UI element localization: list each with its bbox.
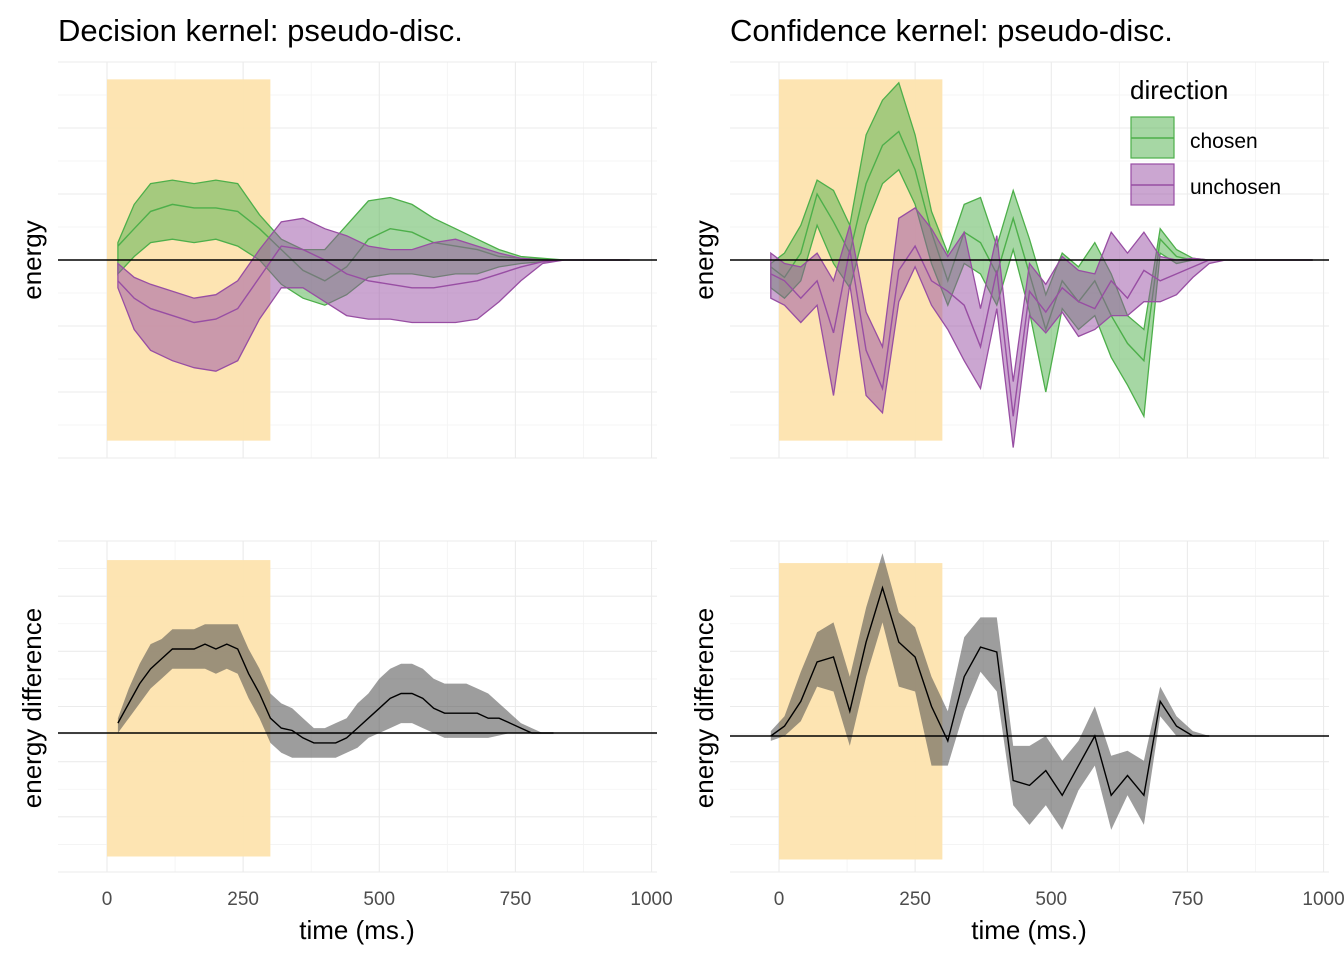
decision-difference-panel: 0 250 500 750 1000	[58, 540, 673, 910]
x-tick-label: 0	[774, 889, 785, 910]
decision-xlabel: time (ms.)	[299, 915, 415, 945]
x-tick-label: 250	[899, 889, 931, 910]
x-tick-label: 500	[363, 889, 395, 910]
difference-mean-line	[770, 585, 1210, 797]
difference-ribbon	[117, 624, 554, 758]
confidence-kernel-ylabel: energy	[689, 220, 719, 300]
x-tick-label: 1000	[630, 889, 672, 910]
decision-kernel-ylabel: energy	[17, 220, 47, 300]
confidence-xlabel: time (ms.)	[971, 915, 1087, 945]
legend-label-chosen: chosen	[1190, 130, 1258, 153]
decision-kernel-panel	[58, 61, 657, 459]
decision-difference-ylabel: energy difference	[17, 608, 47, 808]
confidence-kernel-panel	[730, 61, 1329, 459]
confidence-kernel-title: Confidence kernel: pseudo-disc.	[730, 13, 1173, 48]
stimulus-window	[779, 563, 943, 860]
unchosen-mean-line	[117, 245, 630, 324]
confidence-difference-panel: 0 250 500 750 1000	[730, 540, 1344, 910]
legend-title: direction	[1130, 75, 1228, 105]
x-tick-label: 750	[1172, 889, 1204, 910]
decision-kernel-title: Decision kernel: pseudo-disc.	[58, 13, 463, 48]
x-tick-label: 1000	[1302, 889, 1344, 910]
x-tick-label: 0	[102, 889, 113, 910]
legend: direction chosen unchosen	[1130, 75, 1281, 206]
unchosen-mean-line	[770, 244, 1313, 417]
difference-ribbon	[770, 553, 1210, 830]
x-tick-label: 250	[227, 889, 259, 910]
legend-label-unchosen: unchosen	[1190, 176, 1281, 199]
x-tick-label: 750	[500, 889, 532, 910]
x-tick-label: 500	[1035, 889, 1067, 910]
difference-mean-line	[117, 643, 554, 744]
confidence-difference-ylabel: energy difference	[689, 608, 719, 808]
